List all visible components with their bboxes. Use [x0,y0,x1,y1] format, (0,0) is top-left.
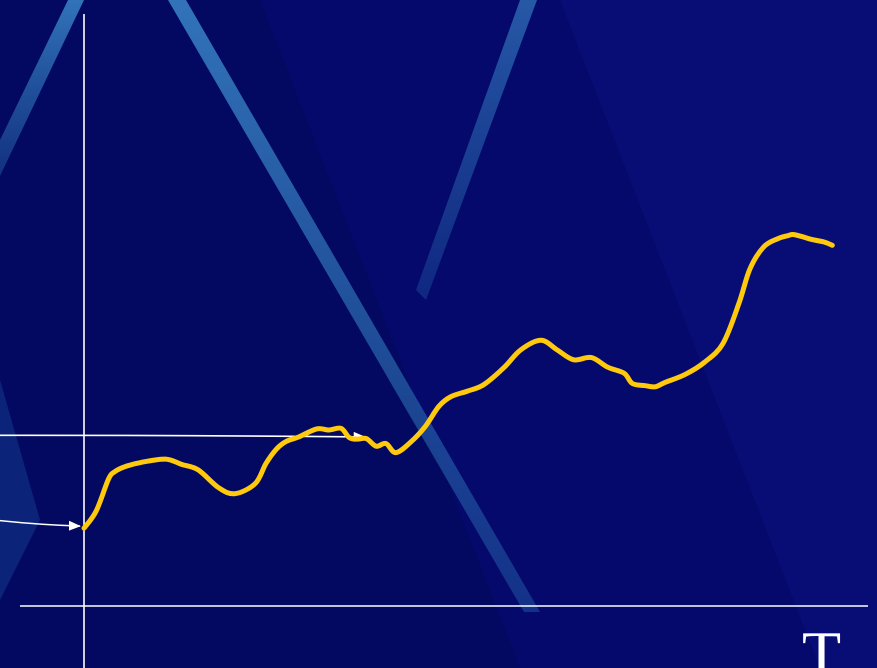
annotation-arrows [0,431,366,531]
background-panel [0,0,520,668]
series-line-0 [81,231,835,531]
annotation-arrow-0 [0,431,366,442]
annotation-arrow-1 [0,519,81,531]
background-stripe [168,0,540,612]
background-stripe [0,0,84,176]
series-layer [81,231,835,531]
background-panel [560,0,877,668]
background-stripe [416,0,537,300]
x-axis-label: T [802,618,842,668]
